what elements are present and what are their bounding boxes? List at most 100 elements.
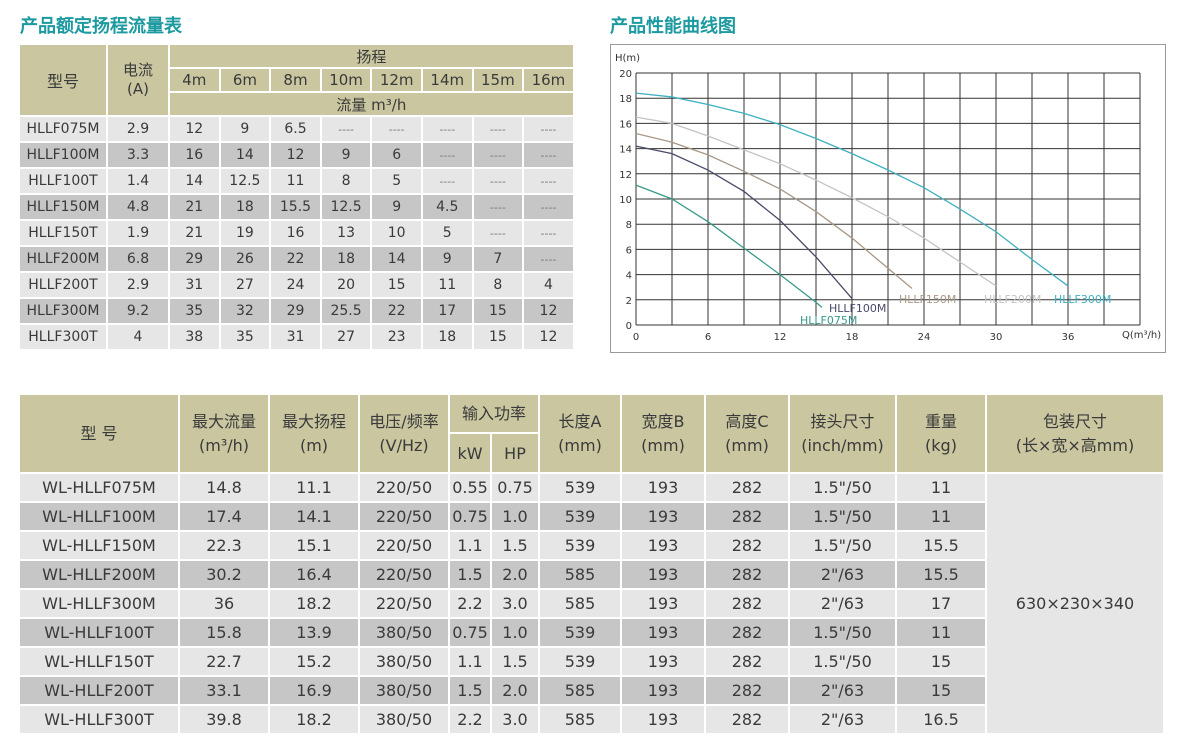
series-line-HLLF150M xyxy=(635,132,913,289)
spec-cell: 11 xyxy=(897,503,985,530)
spec-cell: 193 xyxy=(622,561,704,588)
flow-cell: 22 xyxy=(372,299,421,323)
spec-cell: 15.5 xyxy=(897,532,985,559)
spec-cell: 15 xyxy=(897,677,985,704)
series-label: HLLF075M xyxy=(800,314,857,327)
flow-cell: 15 xyxy=(372,273,421,297)
spec-cell: 2"/63 xyxy=(790,561,895,588)
spec-cell: 15.1 xyxy=(270,532,358,559)
performance-chart-frame xyxy=(610,44,1166,353)
header-col-8: 接头尺寸 (inch/mm) xyxy=(790,395,895,472)
flow-cell: ---- xyxy=(473,169,523,193)
model-cell: WL-HLLF075M xyxy=(20,474,178,501)
spec-cell: 2"/63 xyxy=(790,706,895,733)
spec-cell: 1.5 xyxy=(450,677,490,704)
flow-cell: 20 xyxy=(321,273,371,297)
spec-cell: 193 xyxy=(622,590,704,617)
spec-cell: 0.75 xyxy=(450,619,490,646)
y-tick-label: 4 xyxy=(626,271,632,282)
flow-cell: 12.5 xyxy=(220,169,270,193)
flow-cell: ---- xyxy=(473,143,523,167)
spec-cell: 2"/63 xyxy=(790,677,895,704)
header-head-value: 15m xyxy=(473,69,523,91)
flow-cell: 12 xyxy=(271,143,320,167)
flow-cell: 35 xyxy=(220,325,270,349)
spec-cell: 11 xyxy=(897,474,985,501)
flow-cell: 11 xyxy=(271,169,320,193)
flow-cell: 5 xyxy=(422,221,472,245)
y-tick-label: 10 xyxy=(619,195,632,206)
chart-title: 产品性能曲线图 xyxy=(610,16,736,37)
spec-cell: 282 xyxy=(706,648,788,675)
x-tick-label: 0 xyxy=(633,332,639,343)
spec-cell: 193 xyxy=(622,619,704,646)
spec-cell: 282 xyxy=(706,590,788,617)
flow-cell: 27 xyxy=(220,273,270,297)
series-label: HLLF300M xyxy=(1054,293,1111,306)
header-head-value: 12m xyxy=(372,69,421,91)
header-col-7: 高度C (mm) xyxy=(706,395,788,472)
spec-cell: 2"/63 xyxy=(790,590,895,617)
model-cell: HLLF300T xyxy=(20,325,106,349)
flow-cell: 26 xyxy=(220,247,270,271)
spec-cell: 220/50 xyxy=(360,503,448,530)
spec-cell: 585 xyxy=(540,706,620,733)
series-label: HLLF200M xyxy=(984,293,1041,306)
y-tick-label: 12 xyxy=(619,170,632,181)
model-cell: WL-HLLF200T xyxy=(20,677,178,704)
flow-cell: 13 xyxy=(321,221,371,245)
flow-cell: 18 xyxy=(321,247,371,271)
table-row: HLLF300M 9.2 35 32 29 25.5 22 17 15 12 xyxy=(20,299,573,323)
header-head-value: 8m xyxy=(271,69,320,91)
header-hp: HP xyxy=(492,434,538,472)
table-row: WL-HLLF100T 15.8 13.9 380/50 0.75 1.0 539 193 28… xyxy=(20,619,1163,646)
table-row: HLLF300T 4 38 35 31 27 23 18 15 12 xyxy=(20,325,573,349)
flow-cell: ---- xyxy=(524,221,573,245)
header-head-value: 4m xyxy=(170,69,219,91)
model-cell: HLLF100T xyxy=(20,169,106,193)
spec-cell: 193 xyxy=(622,532,704,559)
spec-cell: 17 xyxy=(897,590,985,617)
x-tick-label: 18 xyxy=(846,332,859,343)
table-row: HLLF200T 2.9 31 27 24 20 15 11 8 4 xyxy=(20,273,573,297)
model-cell: WL-HLLF300T xyxy=(20,706,178,733)
header-col-2: 最大扬程 (m) xyxy=(270,395,358,472)
spec-cell: 585 xyxy=(540,561,620,588)
x-tick-label: 36 xyxy=(1062,332,1075,343)
current-cell: 3.3 xyxy=(108,143,168,167)
header-col-1: 最大流量 (m³/h) xyxy=(180,395,268,472)
flow-cell: 18 xyxy=(422,325,472,349)
spec-cell: 2.0 xyxy=(492,677,538,704)
spec-cell: 282 xyxy=(706,619,788,646)
x-axis-label: Q(m³/h) xyxy=(1122,330,1161,341)
flow-cell: 6.5 xyxy=(271,117,320,141)
spec-cell: 39.8 xyxy=(180,706,268,733)
y-tick-label: 6 xyxy=(626,245,632,256)
flow-cell: 14 xyxy=(170,169,219,193)
header-col-5: 长度A (mm) xyxy=(540,395,620,472)
flow-cell: ---- xyxy=(524,117,573,141)
flow-cell: 27 xyxy=(321,325,371,349)
header-col-3: 电压/频率 (V/Hz) xyxy=(360,395,448,472)
spec-cell: 1.5 xyxy=(450,561,490,588)
header-kw: kW xyxy=(450,434,490,472)
model-cell: HLLF100M xyxy=(20,143,106,167)
model-cell: HLLF075M xyxy=(20,117,106,141)
header-model: 型号 xyxy=(20,45,106,115)
spec-cell: 193 xyxy=(622,503,704,530)
header-col-9: 重量 (kg) xyxy=(897,395,985,472)
spec-cell: 1.5 xyxy=(492,532,538,559)
flow-cell: 4.5 xyxy=(422,195,472,219)
table-row: WL-HLLF200M 30.2 16.4 220/50 1.5 2.0 585 193 282… xyxy=(20,561,1163,588)
spec-cell: 539 xyxy=(540,474,620,501)
spec-cell: 14.1 xyxy=(270,503,358,530)
table-row: HLLF200M 6.8 29 26 22 18 14 9 7 ---- xyxy=(20,247,573,271)
flow-cell: ---- xyxy=(524,247,573,271)
flow-cell: ---- xyxy=(321,117,371,141)
table-row: WL-HLLF300T 39.8 18.2 380/50 2.2 3.0 585 193 282… xyxy=(20,706,1163,733)
flow-cell: 24 xyxy=(271,273,320,297)
flow-cell: ---- xyxy=(524,143,573,167)
flow-cell: 10 xyxy=(372,221,421,245)
flow-cell: ---- xyxy=(422,169,472,193)
header-flow: 流量 m³/h xyxy=(170,93,573,115)
